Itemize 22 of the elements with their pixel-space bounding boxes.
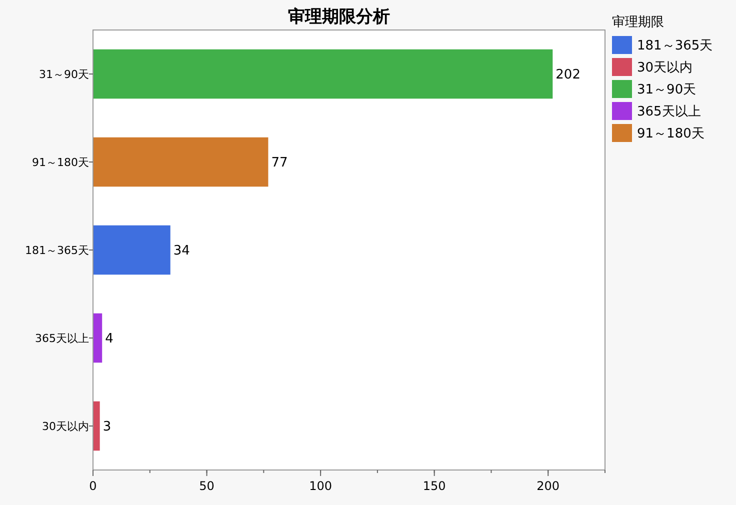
legend-label: 365天以上 bbox=[637, 104, 701, 120]
legend-label: 91～180天 bbox=[637, 126, 704, 142]
x-tick-label: 200 bbox=[536, 479, 560, 493]
data-label: 77 bbox=[271, 156, 288, 171]
x-tick-label: 100 bbox=[309, 479, 332, 493]
chart-title: 审理期限分析 bbox=[288, 7, 390, 27]
y-tick-label: 30天以内 bbox=[42, 420, 89, 433]
legend-label: 31～90天 bbox=[637, 82, 696, 98]
y-tick-label: 91～180天 bbox=[32, 156, 89, 169]
x-tick-label: 0 bbox=[89, 479, 97, 493]
data-label: 4 bbox=[105, 332, 114, 347]
y-tick-label: 31～90天 bbox=[39, 68, 89, 81]
legend-label: 181～365天 bbox=[637, 38, 713, 54]
x-tick-label: 50 bbox=[199, 479, 214, 493]
y-tick-label: 181～365天 bbox=[25, 244, 89, 257]
y-tick-label: 365天以上 bbox=[35, 332, 89, 345]
legend-title: 审理期限 bbox=[612, 14, 664, 30]
legend-label: 30天以内 bbox=[637, 60, 693, 76]
data-label: 202 bbox=[556, 68, 580, 83]
x-tick-label: 150 bbox=[422, 479, 446, 493]
data-label: 34 bbox=[173, 244, 190, 259]
data-label: 3 bbox=[102, 420, 112, 435]
